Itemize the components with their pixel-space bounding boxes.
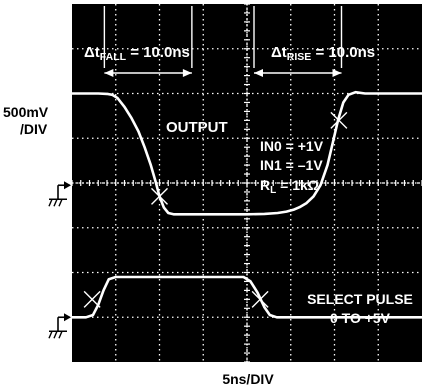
crossing-marker — [151, 187, 168, 205]
crossing-marker-stroke — [330, 111, 348, 129]
crossing-markers — [83, 111, 348, 308]
trise-arrow-head-left — [254, 69, 263, 77]
rl-label: RL = 1kΩ — [260, 177, 319, 196]
ground-hatch — [58, 330, 63, 339]
crossing-marker-stroke — [151, 187, 168, 205]
trise-annotation: ΔtRISE = 10.0ns — [271, 44, 375, 63]
graticule — [71, 3, 423, 363]
ground-ref-arrow — [64, 181, 71, 190]
trace-output — [70, 90, 424, 216]
output-label: OUTPUT — [166, 119, 228, 136]
tfall-arrow-head-right — [182, 69, 192, 77]
in0-label: IN0 = +1V — [260, 138, 324, 154]
ground-hatch — [53, 198, 58, 207]
crossing-marker-stroke — [251, 290, 269, 308]
y-scale-value: 500mV — [3, 104, 49, 120]
select-range-label: 0 TO +5V — [330, 310, 391, 326]
interval-arrows — [104, 69, 342, 77]
ground-hatch — [48, 330, 53, 339]
trise-arrow-head-right — [332, 69, 342, 77]
crossing-marker — [83, 290, 101, 308]
tfall-annotation: ΔtFALL = 10.0ns — [84, 44, 190, 63]
ground-icon-channel1 — [48, 181, 71, 207]
ground-icon-channel2 — [48, 313, 71, 339]
select-pulse-label: SELECT PULSE — [307, 291, 413, 307]
crossing-marker — [330, 111, 348, 129]
ground-ref-arrow — [64, 313, 71, 322]
in1-label: IN1 = –1V — [260, 157, 323, 173]
ground-hatch — [58, 198, 63, 207]
x-axis-label: 5ns/DIV — [222, 371, 274, 387]
time-cursors — [103, 6, 343, 68]
crossing-marker-stroke — [83, 290, 101, 308]
ground-hatch — [53, 330, 58, 339]
y-scale-unit: /DIV — [20, 121, 48, 137]
ground-hatch — [48, 198, 53, 207]
tfall-arrow-head-left — [104, 69, 114, 77]
crossing-marker — [251, 290, 269, 308]
